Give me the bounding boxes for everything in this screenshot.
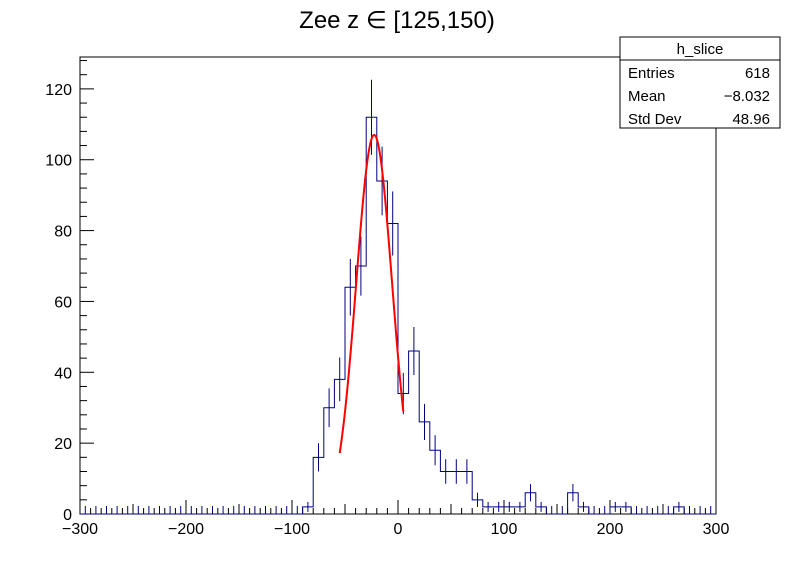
y-tick-label: 80 (54, 224, 72, 241)
x-tick-label: 300 (703, 521, 730, 538)
stats-stddev-value: 48.96 (732, 111, 770, 128)
gaussian-fit-curve (338, 133, 405, 454)
stats-mean-label: Mean (628, 88, 666, 105)
x-tick-label: −100 (274, 521, 310, 538)
x-tick-label: −300 (62, 521, 98, 538)
stats-entries-value: 618 (745, 65, 770, 82)
histogram-outline (80, 116, 716, 515)
stats-box-frame (619, 36, 781, 129)
y-tick-label: 60 (54, 294, 72, 311)
y-tick-label: 100 (45, 153, 72, 170)
x-tick-label: 0 (394, 521, 403, 538)
y-tick-label: 120 (45, 82, 72, 99)
y-tick-label: 20 (54, 436, 72, 453)
y-tick-label: 40 (54, 365, 72, 382)
x-tick-label: 100 (491, 521, 518, 538)
stats-stddev-label: Std Dev (628, 111, 682, 128)
y-axis: 0 20 40 60 80 100 120 (45, 60, 94, 524)
x-tick-label: 200 (597, 521, 624, 538)
stats-box-name: h_slice (677, 41, 724, 58)
stats-box: h_slice Entries 618 Mean −8.032 Std Dev … (619, 36, 781, 129)
stats-mean-value: −8.032 (724, 88, 770, 105)
x-tick-label: −200 (168, 521, 204, 538)
x-axis: −300 −200 −100 0 100 200 300 (62, 500, 729, 538)
chart-title: Zee z ∈ [125,150) (299, 7, 495, 34)
y-tick-label: 0 (63, 507, 72, 524)
stats-entries-label: Entries (628, 65, 675, 82)
